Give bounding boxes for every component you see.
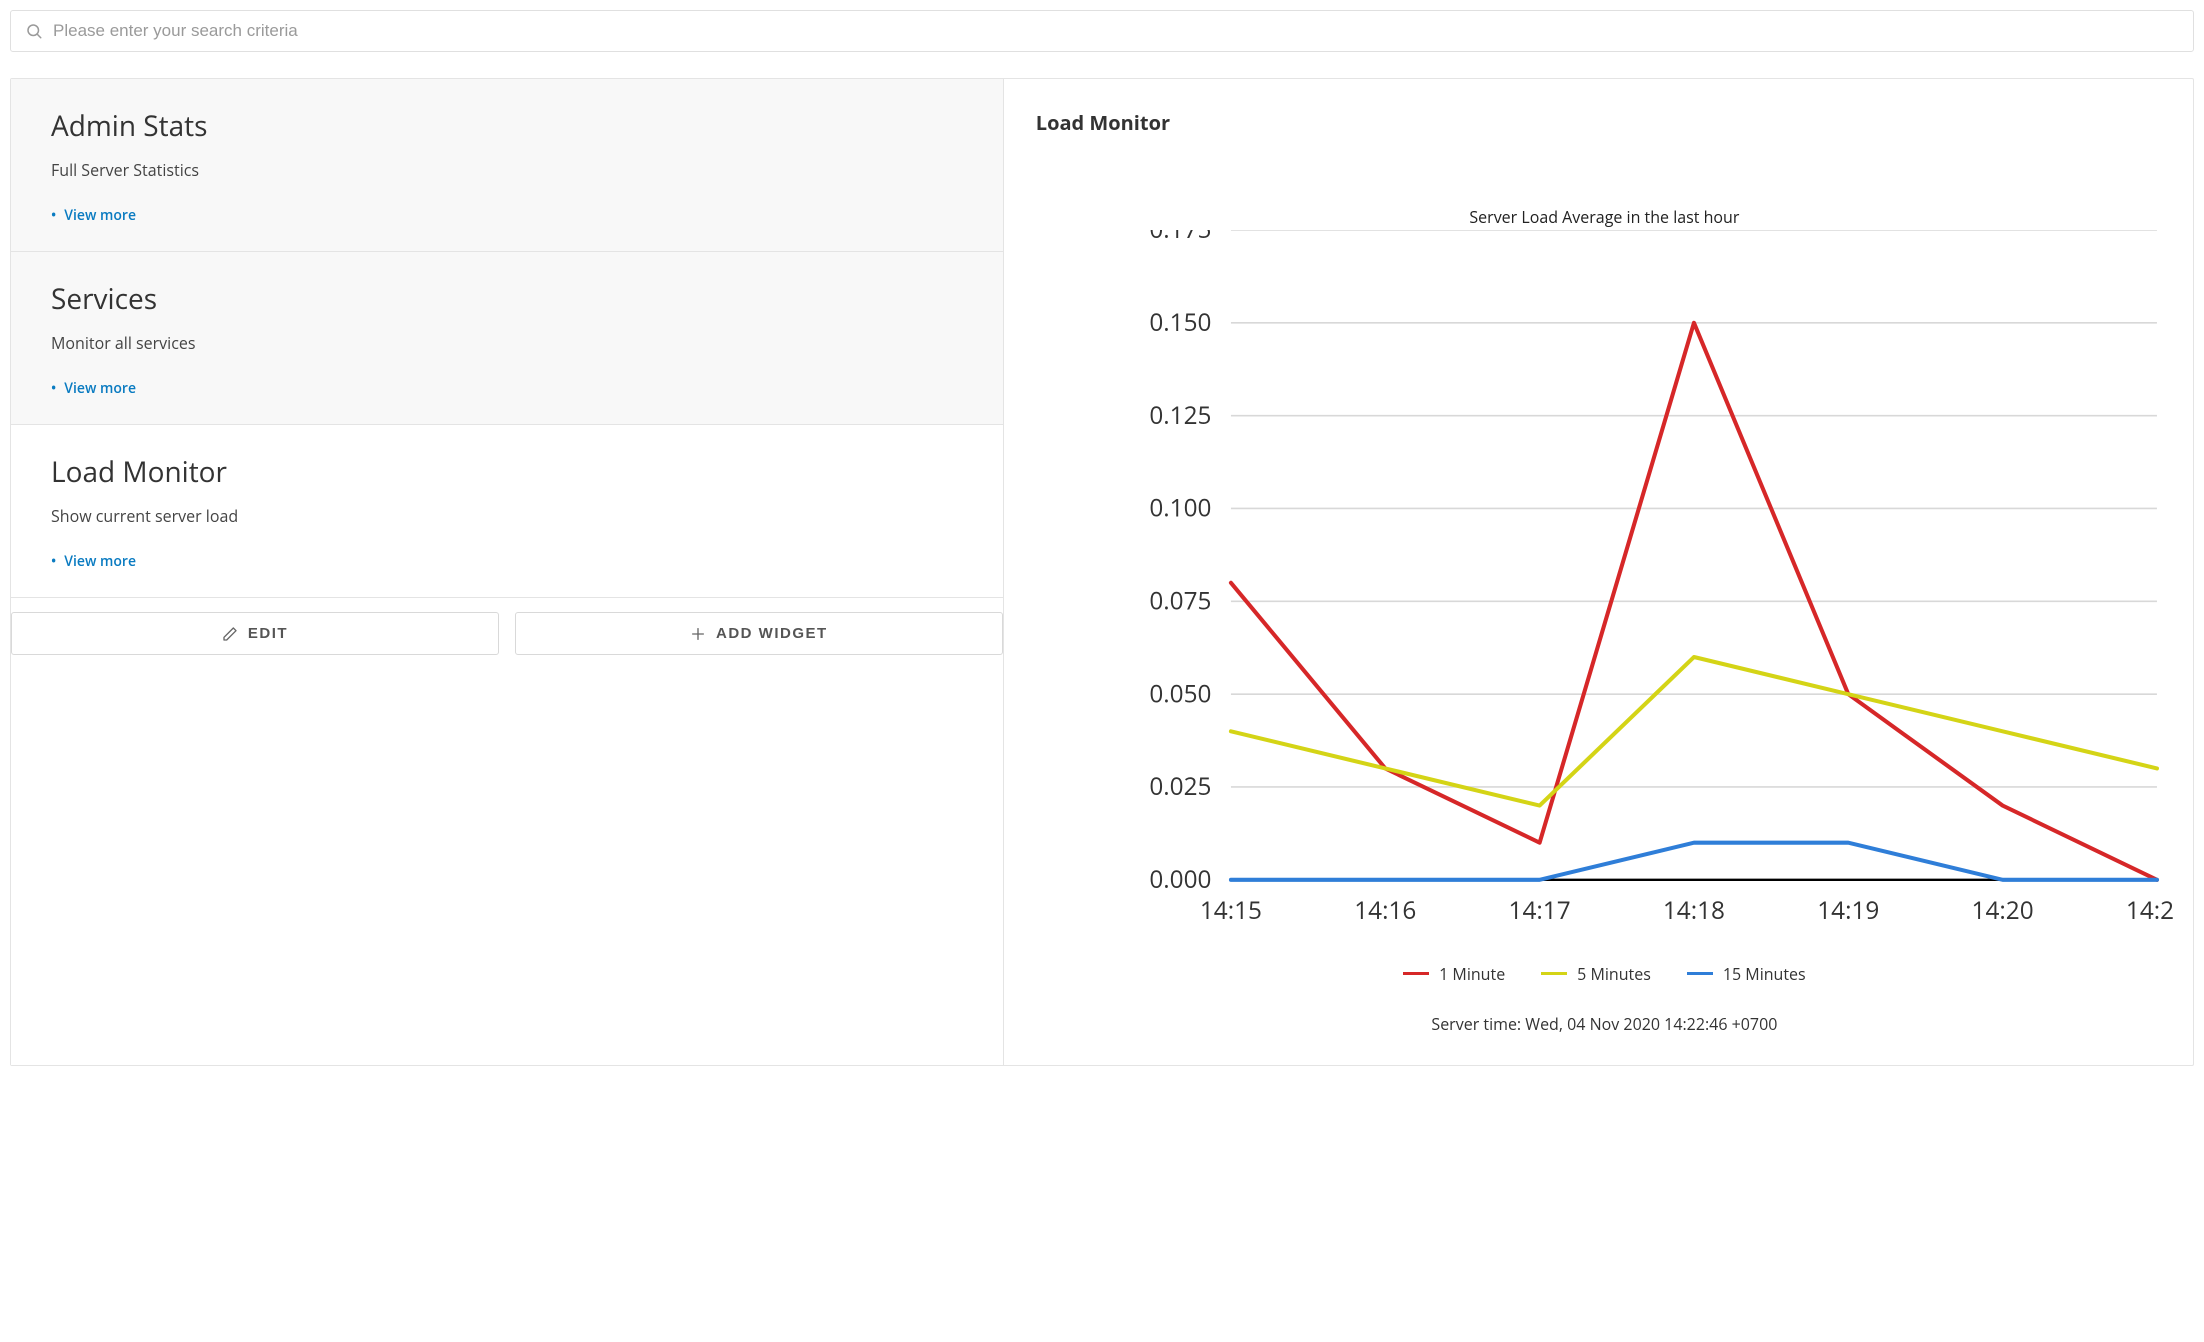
card-subtitle: Full Server Statistics bbox=[51, 159, 963, 181]
dashboard-content: Admin Stats Full Server Statistics View … bbox=[10, 78, 2194, 1066]
card-subtitle: Monitor all services bbox=[51, 332, 963, 354]
edit-button-label: EDIT bbox=[248, 625, 288, 642]
server-time-value: Wed, 04 Nov 2020 14:22:46 +0700 bbox=[1525, 1013, 1777, 1035]
load-chart: 0.000 0.025 0.050 0.075 0.100 0.125 0.150 0.175… bbox=[1036, 230, 2173, 945]
load-monitor-panel: Load Monitor Server Load Average in the … bbox=[1004, 79, 2193, 1065]
svg-text:0.100: 0.100 bbox=[1149, 492, 1211, 525]
legend-label: 5 Minutes bbox=[1577, 963, 1651, 985]
edit-button[interactable]: EDIT bbox=[11, 612, 499, 655]
svg-text:14:19: 14:19 bbox=[1817, 894, 1879, 927]
legend-item[interactable]: 15 Minutes bbox=[1687, 963, 1806, 985]
card-title: Admin Stats bbox=[51, 107, 963, 145]
view-more-link[interactable]: View more bbox=[51, 206, 136, 225]
card-subtitle: Show current server load bbox=[51, 505, 963, 527]
legend-item[interactable]: 5 Minutes bbox=[1541, 963, 1651, 985]
svg-text:0.175: 0.175 bbox=[1149, 230, 1211, 246]
plus-icon bbox=[690, 626, 706, 642]
search-input[interactable] bbox=[43, 19, 2179, 43]
card-load-monitor: Load Monitor Show current server load Vi… bbox=[11, 425, 1003, 598]
chart-svg: 0.000 0.025 0.050 0.075 0.100 0.125 0.150 0.175… bbox=[1036, 230, 2173, 945]
legend-label: 15 Minutes bbox=[1723, 963, 1806, 985]
panel-title: Load Monitor bbox=[1036, 109, 2173, 136]
svg-text:0.000: 0.000 bbox=[1149, 863, 1211, 896]
svg-text:0.125: 0.125 bbox=[1149, 399, 1211, 432]
svg-text:14:21: 14:21 bbox=[2126, 894, 2173, 927]
svg-text:0.075: 0.075 bbox=[1149, 584, 1211, 617]
svg-text:0.150: 0.150 bbox=[1149, 306, 1211, 339]
view-more-link[interactable]: View more bbox=[51, 552, 136, 571]
card-title: Services bbox=[51, 280, 963, 318]
pencil-icon bbox=[222, 626, 238, 642]
svg-text:0.025: 0.025 bbox=[1149, 770, 1211, 803]
widget-list: Admin Stats Full Server Statistics View … bbox=[11, 79, 1004, 1065]
server-time: Server time: Wed, 04 Nov 2020 14:22:46 +… bbox=[1036, 1013, 2173, 1035]
server-time-label: Server time: bbox=[1431, 1013, 1525, 1035]
widget-actions: EDIT ADD WIDGET bbox=[11, 598, 1003, 655]
svg-text:14:16: 14:16 bbox=[1354, 894, 1416, 927]
svg-text:14:15: 14:15 bbox=[1200, 894, 1262, 927]
legend-item[interactable]: 1 Minute bbox=[1403, 963, 1505, 985]
svg-text:14:20: 14:20 bbox=[1971, 894, 2033, 927]
card-title: Load Monitor bbox=[51, 453, 963, 491]
svg-text:0.050: 0.050 bbox=[1149, 677, 1211, 710]
svg-text:14:18: 14:18 bbox=[1663, 894, 1725, 927]
svg-text:14:17: 14:17 bbox=[1508, 894, 1570, 927]
search-bar[interactable] bbox=[10, 10, 2194, 52]
legend-swatch bbox=[1403, 972, 1429, 975]
legend-swatch bbox=[1687, 972, 1713, 975]
legend-label: 1 Minute bbox=[1439, 963, 1505, 985]
view-more-link[interactable]: View more bbox=[51, 379, 136, 398]
chart-legend: 1 Minute 5 Minutes 15 Minutes bbox=[1036, 963, 2173, 985]
search-icon bbox=[25, 22, 43, 40]
card-services: Services Monitor all services View more bbox=[11, 252, 1003, 425]
add-widget-button[interactable]: ADD WIDGET bbox=[515, 612, 1003, 655]
add-widget-button-label: ADD WIDGET bbox=[716, 625, 828, 642]
legend-swatch bbox=[1541, 972, 1567, 975]
card-admin-stats: Admin Stats Full Server Statistics View … bbox=[11, 79, 1003, 252]
chart-title: Server Load Average in the last hour bbox=[1036, 206, 2173, 228]
